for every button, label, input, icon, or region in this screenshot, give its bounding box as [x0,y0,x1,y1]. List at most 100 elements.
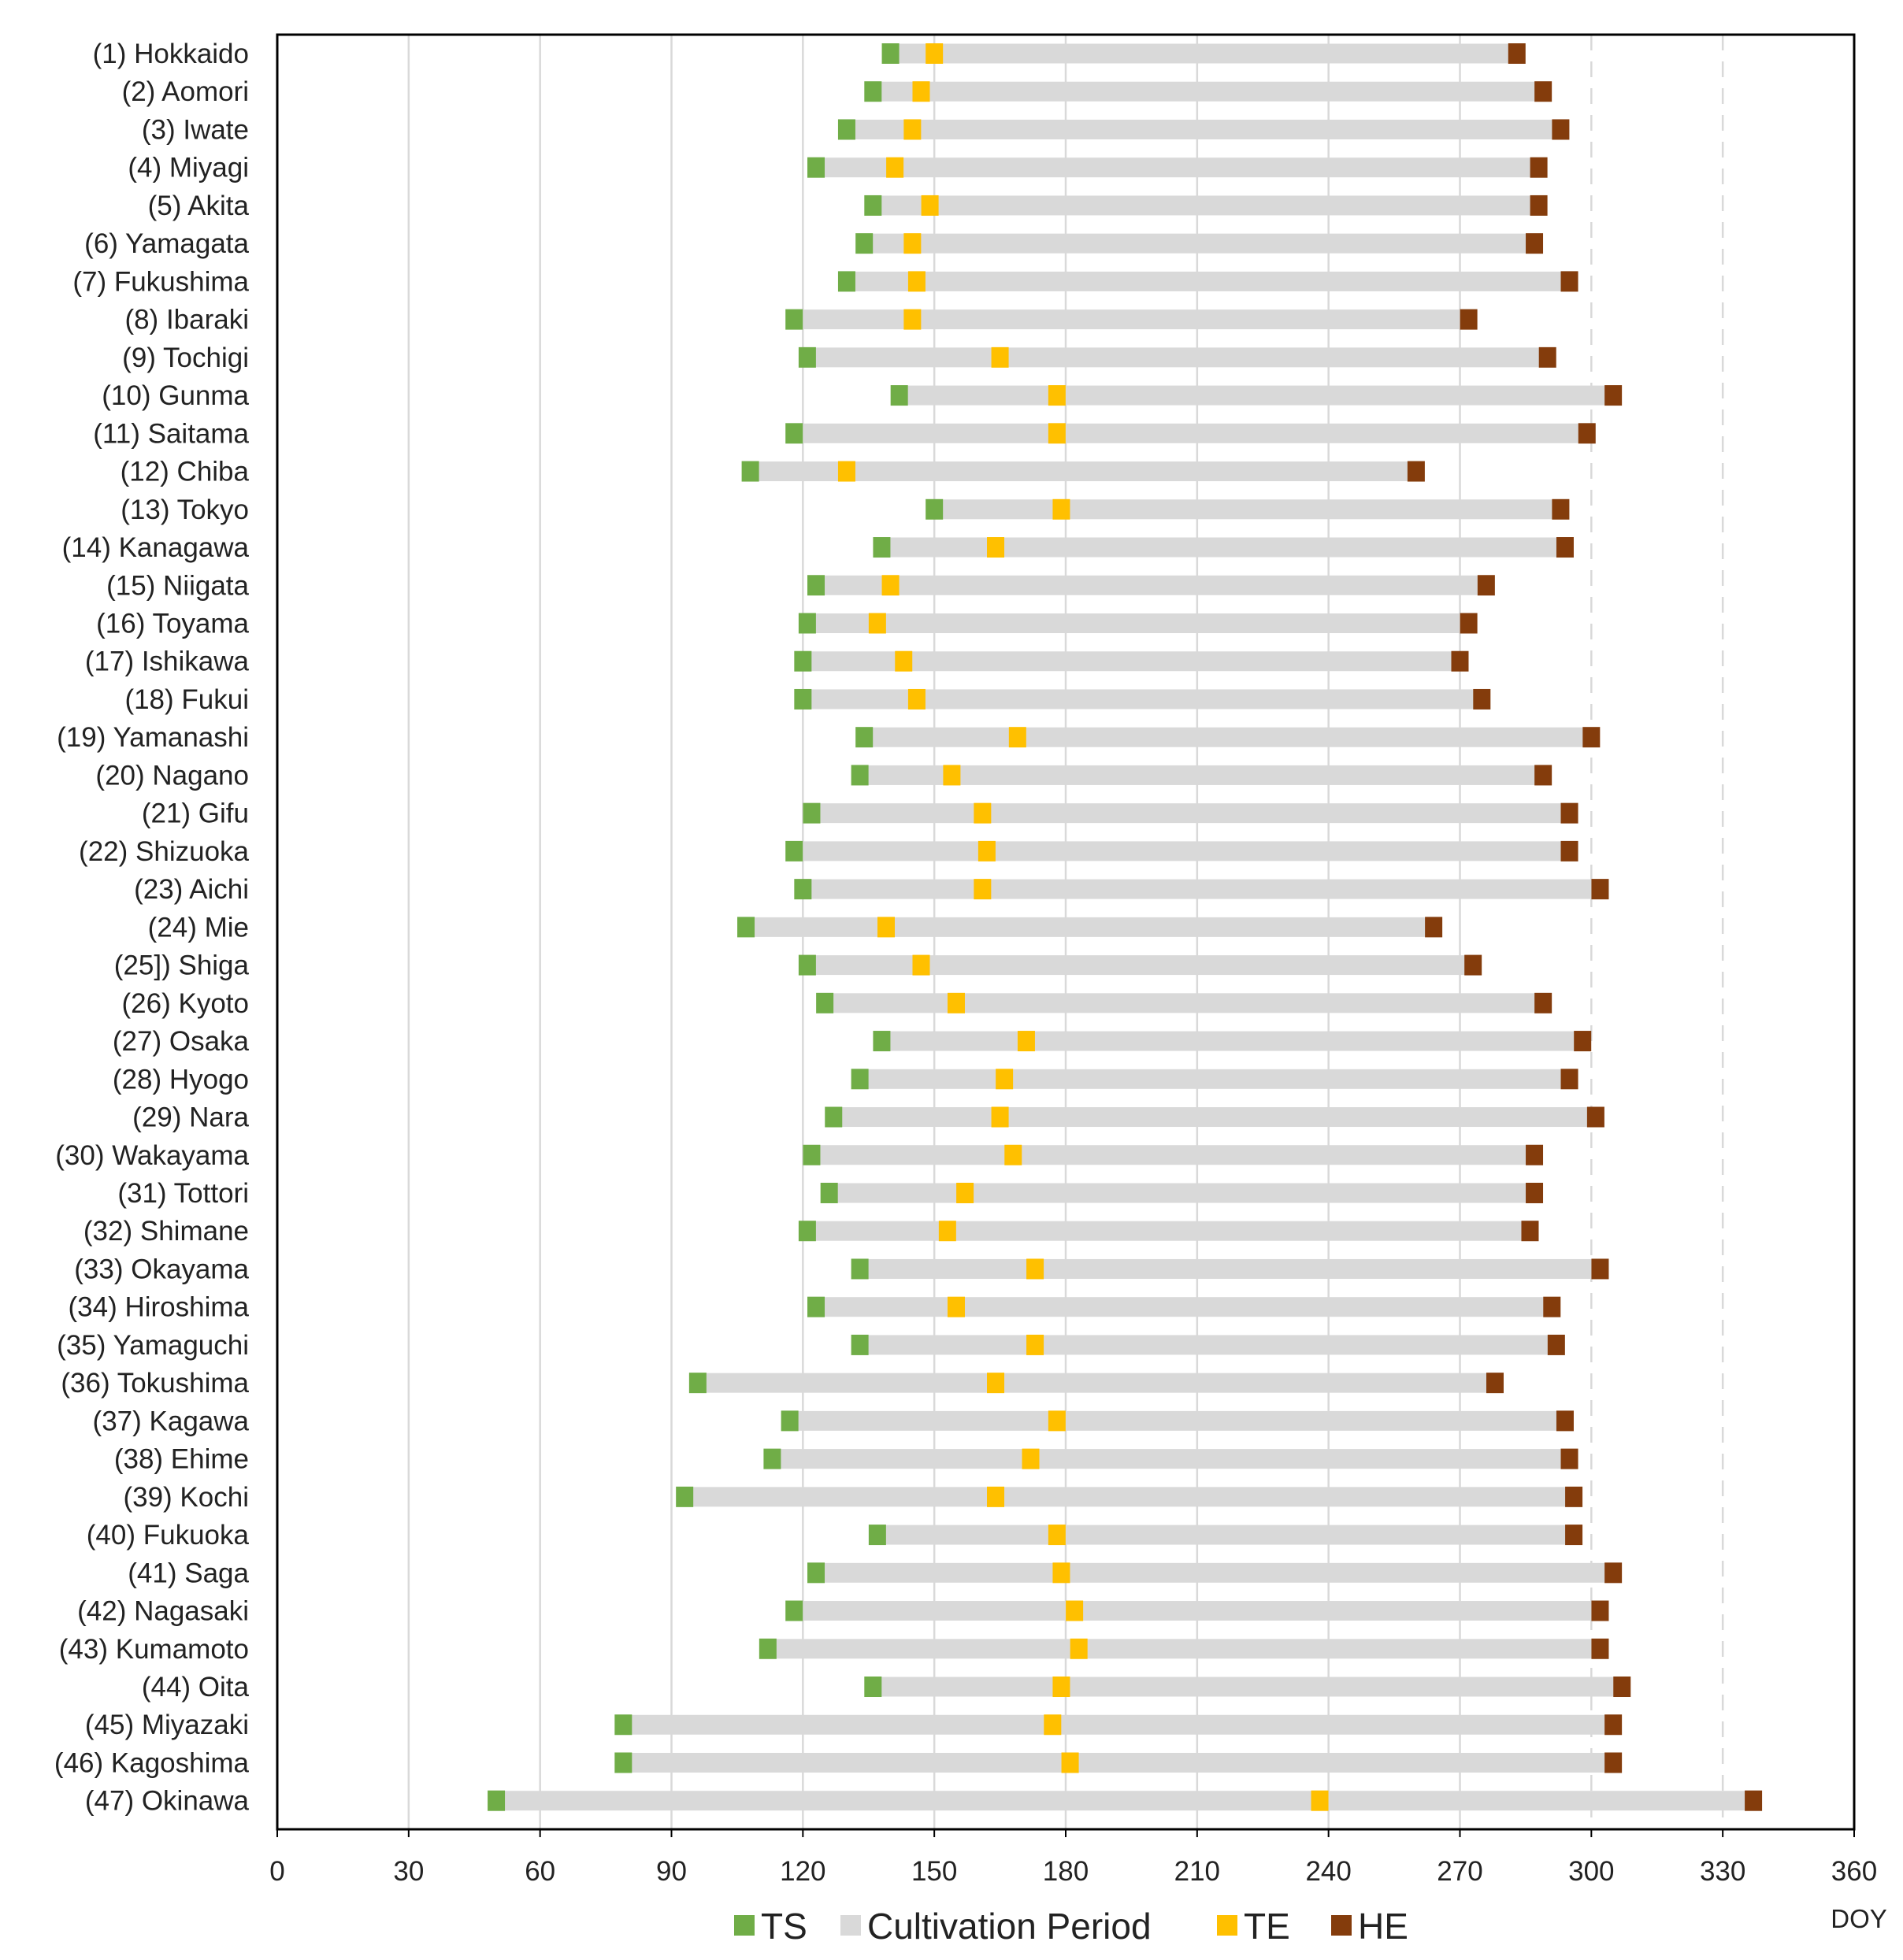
legend-swatch-ts [734,1915,755,1936]
te-marker-25 [912,954,930,976]
ts-marker-11 [785,423,803,444]
x-tick-label-210: 210 [1174,1856,1220,1887]
ts-marker-22 [785,840,803,861]
he-marker-24 [1425,917,1443,938]
he-marker-45 [1604,1714,1623,1736]
ts-marker-32 [798,1221,816,1242]
row-label-14: (14) Kanagawa [62,532,250,563]
row-label-27: (27) Osaka [113,1026,250,1057]
ts-marker-3 [837,119,855,140]
he-marker-4 [1530,157,1548,178]
ts-marker-38 [763,1448,781,1469]
te-marker-24 [877,917,895,938]
cultivation-period-bar-42 [794,1601,1601,1621]
row-label-3: (3) Iwate [142,114,249,145]
ts-marker-36 [688,1373,707,1394]
row-label-5: (5) Akita [148,191,250,221]
ts-marker-42 [785,1600,803,1621]
cultivation-period-bar-5 [873,195,1539,216]
he-marker-34 [1543,1296,1561,1317]
ts-marker-9 [798,346,816,368]
row-label-6: (6) Yamagata [84,228,249,259]
row-label-47: (47) Okinawa [85,1786,250,1817]
te-marker-14 [987,537,1005,558]
x-tick-label-330: 330 [1700,1856,1745,1887]
row-label-31: (31) Tottori [117,1178,249,1209]
te-marker-34 [947,1296,965,1317]
cultivation-period-bar-1 [890,43,1517,64]
ts-marker-10 [890,385,908,406]
cultivation-period-bar-18 [803,689,1482,710]
he-marker-18 [1473,688,1491,710]
te-marker-1 [926,43,944,64]
cultivation-period-bar-31 [829,1183,1535,1203]
te-marker-40 [1048,1525,1066,1546]
he-marker-9 [1538,346,1556,368]
ts-marker-4 [807,157,825,178]
row-label-38: (38) Ehime [114,1444,249,1475]
te-marker-28 [996,1069,1014,1090]
te-marker-20 [943,765,961,786]
x-tick-label-270: 270 [1437,1856,1482,1887]
he-marker-46 [1604,1752,1623,1773]
he-marker-20 [1534,765,1552,786]
row-label-15: (15) Niigata [106,570,249,601]
cultivation-period-bar-3 [846,119,1561,139]
te-marker-5 [921,195,939,216]
ts-marker-18 [794,688,812,710]
ts-marker-14 [873,537,891,558]
row-label-46: (46) Kagoshima [54,1747,250,1778]
cultivation-period-bar-36 [697,1373,1495,1393]
cultivation-period-bar-46 [623,1752,1614,1773]
ts-marker-15 [807,575,825,596]
ts-marker-39 [676,1486,694,1507]
row-label-45: (45) Miyazaki [85,1710,249,1740]
row-label-23: (23) Aichi [134,874,249,905]
ts-marker-26 [816,992,834,1013]
he-marker-25 [1464,954,1482,976]
he-marker-39 [1565,1486,1583,1507]
x-tick-label-60: 60 [525,1856,555,1887]
cultivation-period-bar-38 [772,1449,1570,1469]
te-marker-43 [1070,1638,1088,1659]
he-marker-47 [1745,1790,1763,1811]
he-marker-40 [1565,1525,1583,1546]
te-marker-13 [1052,498,1070,520]
bars [488,43,1763,1811]
te-marker-16 [868,613,886,634]
te-marker-17 [895,650,913,672]
he-marker-11 [1578,423,1596,444]
te-marker-39 [987,1486,1005,1507]
cultivation-period-bar-13 [934,499,1561,520]
cultivation-period-bar-10 [899,385,1614,406]
ts-marker-13 [926,498,944,520]
ts-marker-34 [807,1296,825,1317]
row-label-1: (1) Hokkaido [93,39,249,69]
legend-swatch-he [1331,1915,1352,1936]
te-marker-31 [956,1182,974,1203]
he-marker-17 [1451,650,1469,672]
te-marker-2 [912,81,930,102]
row-label-2: (2) Aomori [122,76,249,107]
te-marker-4 [886,157,904,178]
cultivation-period-bar-2 [873,81,1544,102]
row-label-34: (34) Hiroshima [69,1292,250,1323]
te-marker-42 [1066,1600,1084,1621]
ts-marker-2 [864,81,882,102]
cultivation-period-bar-11 [794,423,1587,443]
he-marker-21 [1560,802,1578,824]
x-tick-label-90: 90 [656,1856,687,1887]
legend: TS Cultivation Period TE HE [734,1906,1408,1947]
he-marker-2 [1534,81,1552,102]
ts-marker-20 [851,765,869,786]
te-marker-7 [907,271,926,292]
row-label-16: (16) Toyama [96,608,249,639]
ts-marker-41 [807,1562,825,1584]
te-marker-41 [1052,1562,1070,1584]
ts-marker-44 [864,1677,882,1698]
row-label-42: (42) Nagasaki [77,1596,249,1627]
te-marker-6 [903,233,922,254]
cultivation-period-bar-32 [807,1221,1530,1241]
he-marker-32 [1521,1221,1539,1242]
he-marker-31 [1526,1182,1544,1203]
